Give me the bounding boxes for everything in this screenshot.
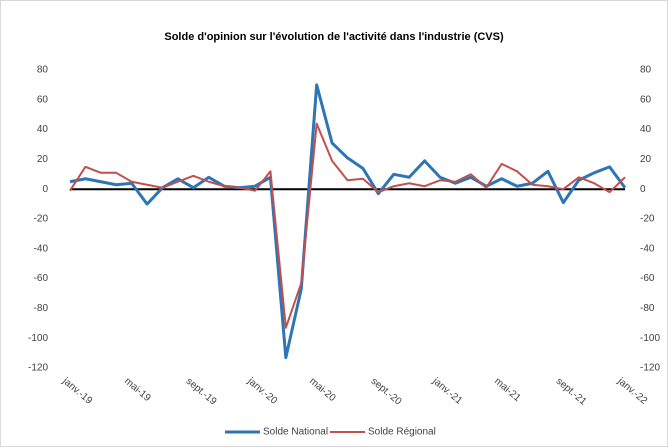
y-tick-label: 20	[37, 154, 49, 165]
y2-tick-label: -60	[640, 273, 655, 284]
y-tick-label: -60	[34, 273, 49, 284]
y-tick-label: 80	[37, 65, 49, 76]
y2-tick-label: -120	[640, 363, 660, 374]
legend-label: Solde National	[263, 427, 328, 438]
y-tick-label: -120	[28, 363, 48, 374]
y2-tick-label: 20	[640, 154, 652, 165]
y-tick-label: 0	[42, 184, 48, 195]
chart-title: Solde d'opinion sur l'évolution de l'act…	[164, 31, 504, 43]
y2-tick-label: 40	[640, 124, 652, 135]
series-line	[69, 122, 626, 329]
y-tick-label: -40	[34, 243, 49, 254]
y-tick-label: -20	[34, 214, 49, 225]
y2-tick-label: 60	[640, 94, 652, 105]
y2-tick-label: -100	[640, 333, 660, 344]
y-tick-label: 60	[37, 94, 49, 105]
y2-tick-label: -20	[640, 214, 655, 225]
y-tick-label: -80	[34, 303, 49, 314]
y2-tick-label: 0	[640, 184, 646, 195]
legend-label: Solde Régional	[368, 427, 436, 438]
y2-tick-label: -40	[640, 243, 655, 254]
y-tick-label: -100	[28, 333, 48, 344]
y2-tick-label: 80	[640, 65, 652, 76]
y-tick-label: 40	[37, 124, 49, 135]
y2-tick-label: -80	[640, 303, 655, 314]
